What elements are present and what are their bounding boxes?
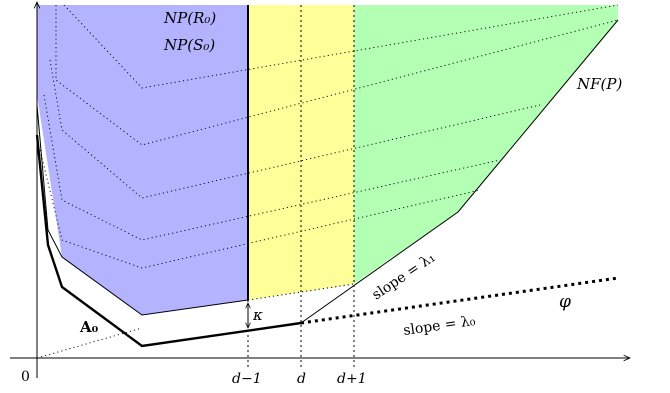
label-kappa: κ (252, 306, 263, 324)
nf-p-boundary (300, 19, 619, 324)
a0-polygon (35, 134, 302, 348)
label-nf-p: NF(P) (576, 75, 622, 93)
np-r0-region (37, 5, 248, 315)
tick-origin: 0 (21, 369, 30, 385)
label-slope-lambda0: slope = λ₀ (402, 313, 476, 339)
dotted-level-lines (36, 4, 619, 269)
tick-d-minus-1: d−1 (232, 371, 262, 387)
label-a0: A₀ (79, 318, 99, 336)
origin-dotted-line (36, 327, 143, 359)
label-np-r0: NP(R₀) (163, 9, 216, 27)
tick-d: d (297, 371, 306, 387)
strip-top-dotted (247, 283, 355, 301)
label-np-s0: NP(S₀) (163, 36, 215, 54)
np-r0-boundary (36, 95, 249, 316)
tick-d-plus-1: d+1 (337, 371, 367, 387)
nf-p-region (354, 5, 618, 284)
phi-line (300, 276, 619, 325)
label-phi: φ (559, 292, 571, 312)
middle-strip-region (248, 5, 354, 300)
